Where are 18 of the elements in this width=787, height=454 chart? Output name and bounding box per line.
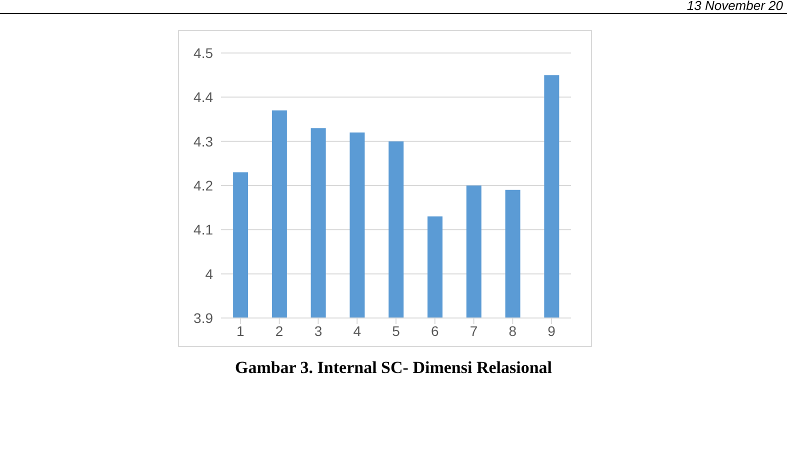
x-tick-label: 2 — [275, 322, 284, 339]
y-tick-label: 4.4 — [194, 89, 214, 106]
y-tick-label: 3.9 — [194, 310, 214, 326]
x-tick-label: 6 — [430, 322, 439, 339]
x-tick-label: 7 — [470, 322, 478, 339]
y-tick-label: 4.1 — [194, 222, 214, 238]
x-tick-label: 3 — [314, 322, 322, 339]
y-tick-label: 4.5 — [194, 44, 214, 61]
x-tick-label: 5 — [392, 322, 400, 339]
y-tick-label: 4.2 — [194, 177, 214, 194]
x-tick-label: 8 — [508, 322, 517, 339]
y-tick-label: 4.3 — [194, 133, 214, 150]
x-tick-label: 4 — [353, 322, 362, 339]
text: Gambar 3. Internal SC- Dimensi Relasional — [234, 358, 554, 378]
x-tick-label: 9 — [548, 322, 556, 339]
x-tick-label: 1 — [236, 322, 245, 339]
y-tick-label: 4 — [205, 266, 214, 282]
text: 13 November 20 — [686, 0, 783, 13]
